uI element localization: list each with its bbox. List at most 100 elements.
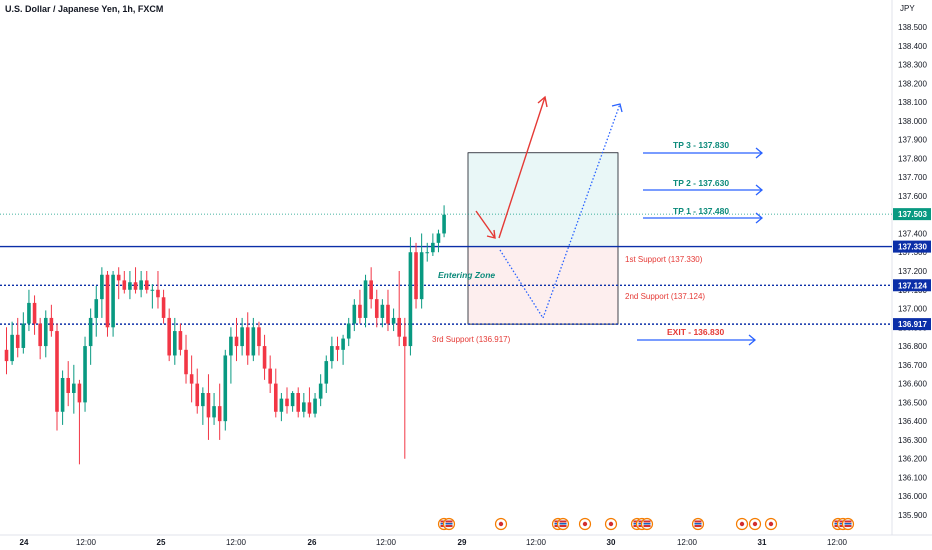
exit-arrow-head [748, 334, 757, 346]
candle-body [268, 368, 272, 384]
candle-body [21, 323, 26, 348]
price-tag [893, 318, 931, 331]
candle-body [374, 299, 379, 318]
candle-body [206, 393, 211, 418]
candle-body [285, 398, 289, 407]
bullish-scenario-arrow[interactable] [498, 96, 546, 239]
price-tag [893, 279, 931, 292]
tp2-label: TP 2 - 137.630 [673, 178, 729, 188]
candle-body [167, 317, 171, 356]
event-dot-icon[interactable] [764, 517, 778, 531]
flag-stripe [694, 520, 702, 523]
flag-cluster-icon[interactable] [691, 517, 705, 531]
support-2-label: 2nd Support (137.124) [625, 292, 705, 301]
event-center [768, 521, 774, 527]
y-tick-label: 137.200 [898, 267, 927, 276]
candle-body [10, 334, 14, 362]
candle-body [100, 274, 104, 300]
candle-body [397, 317, 401, 337]
candle-body [94, 299, 99, 318]
candle-body [15, 334, 20, 348]
scenario-arrows[interactable] [475, 95, 623, 320]
profit-zone[interactable] [467, 152, 619, 247]
event-dot-icon[interactable] [578, 517, 592, 531]
candle-body [296, 393, 301, 412]
candle-body [4, 349, 9, 362]
candle-body [173, 331, 177, 356]
event-dot-icon[interactable] [494, 517, 508, 531]
y-tick-label: 137.800 [898, 154, 927, 163]
x-tick-label: 29 [458, 538, 467, 547]
flag-stripe [844, 525, 852, 527]
y-tick-label: 136.000 [898, 492, 927, 501]
candle-body [111, 274, 115, 328]
y-tick-label: 135.900 [898, 511, 927, 520]
economic-events[interactable] [437, 517, 855, 531]
support-levels[interactable] [0, 213, 892, 325]
candle-body [161, 297, 166, 318]
candle-body [352, 304, 357, 324]
y-tick-label: 136.400 [898, 417, 927, 426]
flag-cluster-icon[interactable] [551, 517, 570, 531]
candle-body [105, 274, 110, 328]
candle-body [66, 377, 71, 393]
flag-stripe [643, 525, 651, 527]
candle-body [414, 252, 418, 300]
alternate-scenario-path[interactable] [499, 103, 621, 320]
x-tick-label: 25 [157, 538, 166, 547]
candle-body [302, 402, 306, 412]
flag-stripe [445, 523, 453, 525]
y-tick-label: 138.500 [898, 23, 927, 32]
candle-body [55, 331, 59, 412]
candle-body [128, 282, 132, 290]
candle-body [77, 383, 82, 403]
candle-body [369, 280, 373, 300]
x-tick-label: 12:00 [827, 538, 848, 547]
y-tick-label: 138.000 [898, 117, 927, 126]
y-tick-label: 136.300 [898, 436, 927, 445]
tp3-arrow-head [755, 147, 764, 159]
candle-body [72, 383, 76, 393]
y-tick-label: 136.700 [898, 361, 927, 370]
price-tag [893, 208, 931, 221]
flag-stripe [643, 520, 651, 523]
y-tick-label: 138.100 [898, 98, 927, 107]
candle-body [335, 346, 340, 350]
loss-zone[interactable] [467, 246, 619, 325]
candle-body [363, 280, 368, 318]
event-dot-icon[interactable] [735, 517, 762, 531]
tp1-arrow-head [755, 212, 764, 224]
entry-arrow-head [486, 229, 496, 239]
candle-body [189, 374, 194, 384]
candle-body [262, 346, 267, 369]
y-tick-label: 138.400 [898, 42, 927, 51]
candle-body [133, 282, 138, 290]
flag-cluster-icon[interactable] [437, 517, 456, 531]
entry-arrow[interactable] [475, 210, 496, 239]
x-tick-label: 12:00 [76, 538, 97, 547]
tp3-label: TP 3 - 137.830 [673, 140, 729, 150]
flag-stripe [559, 520, 567, 523]
candle-body [234, 336, 239, 347]
candle-body [116, 274, 121, 281]
candle-body [150, 289, 155, 291]
flag-cluster-icon[interactable] [831, 517, 855, 531]
position-tool[interactable] [467, 152, 619, 325]
flag-stripe [445, 525, 453, 527]
candle-body [217, 406, 222, 422]
y-tick-label: 136.600 [898, 380, 927, 389]
candle-body [358, 304, 362, 318]
exit-label: EXIT - 136.830 [667, 327, 724, 337]
x-axis: 24 12:00 25 12:00 26 12:00 29 12:00 30 12:00 31 12:… [20, 538, 848, 547]
candle-body [279, 398, 284, 412]
y-tick-label: 136.800 [898, 342, 927, 351]
y-tick-label: 136.200 [898, 455, 927, 464]
candle-body [223, 355, 228, 422]
candle-body [27, 302, 31, 324]
price-tag [893, 240, 931, 253]
take-profit-targets[interactable]: TP 3 - 137.830 TP 2 - 137.630 TP 1 - 137… [637, 140, 764, 346]
flag-cluster-icon[interactable] [630, 517, 654, 531]
event-dot-icon[interactable] [604, 517, 618, 531]
flag-stripe [643, 523, 651, 525]
